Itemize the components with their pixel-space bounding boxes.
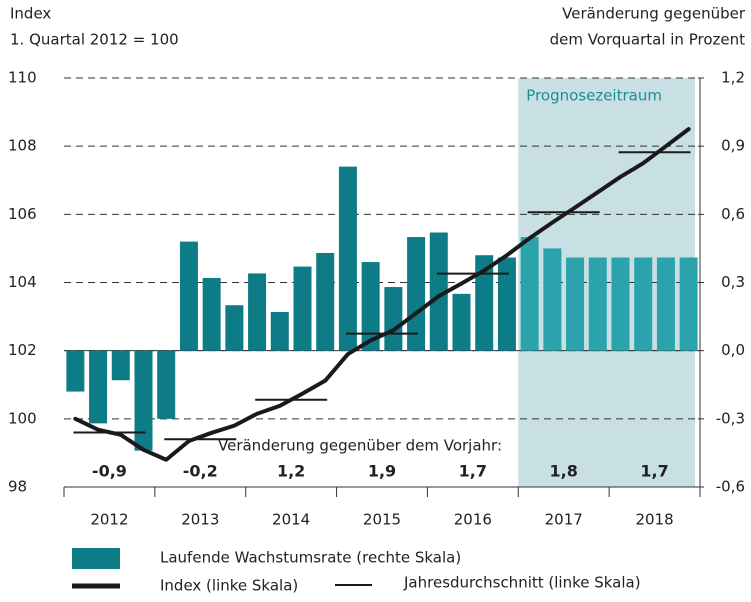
y2-tick-label: 0,3 (721, 273, 745, 291)
bar (384, 287, 403, 351)
bar (316, 252, 335, 351)
y-tick-label: 106 (8, 205, 37, 223)
annual-change-label: -0,9 (92, 462, 127, 481)
bar (611, 257, 630, 351)
bar (634, 257, 653, 351)
x-tick-label: 2018 (635, 511, 673, 529)
annual-change-label: 1,7 (640, 462, 668, 481)
legend-swatch (72, 548, 120, 569)
legend-label: Index (linke Skala) (160, 577, 298, 595)
bar (134, 350, 153, 451)
y2-tick-label: -0,3 (716, 409, 745, 427)
bar (225, 305, 244, 351)
bar (202, 277, 221, 351)
bar (429, 232, 448, 351)
x-tick-label: 2015 (363, 511, 401, 529)
annotation: Veränderung gegenüber dem Vorjahr: (218, 437, 502, 455)
y2-tick-label: 1,2 (721, 69, 745, 87)
y-tick-label: 110 (8, 69, 37, 87)
bar (66, 350, 85, 392)
y2-tick-label: 0,6 (721, 205, 745, 223)
y-tick-label: 102 (8, 341, 37, 359)
bar (270, 312, 289, 351)
bar (179, 241, 198, 351)
y-tick-label: 100 (8, 409, 37, 427)
bar (679, 257, 698, 351)
x-tick-label: 2012 (90, 511, 128, 529)
y-tick-label: 108 (8, 137, 37, 155)
bar (293, 266, 312, 351)
bar (407, 237, 426, 351)
x-tick-label: 2016 (454, 511, 492, 529)
y2-title: dem Vorquartal in Prozent (550, 31, 746, 49)
bar (656, 257, 675, 351)
x-tick-label: 2013 (181, 511, 219, 529)
bar (338, 166, 357, 351)
bar (497, 257, 516, 351)
annual-change-label: -0,2 (183, 462, 218, 481)
y-tick-label: 98 (8, 478, 27, 496)
bar (89, 350, 108, 424)
annual-change-label: 1,7 (459, 462, 487, 481)
legend-label: Laufende Wachstumsrate (rechte Skala) (160, 549, 461, 567)
y2-title: Veränderung gegenüber (562, 5, 746, 23)
bar (566, 257, 585, 351)
bar (475, 255, 494, 351)
bar (157, 350, 176, 419)
bar (588, 257, 607, 351)
bar (361, 262, 380, 351)
y2-tick-label: -0,6 (716, 478, 745, 496)
y-tick-label: 104 (8, 273, 37, 291)
x-tick-label: 2017 (545, 511, 583, 529)
bar (248, 273, 267, 351)
bar (543, 248, 562, 351)
x-tick-label: 2014 (272, 511, 310, 529)
y2-tick-label: 0,0 (721, 341, 745, 359)
bar (520, 237, 539, 351)
forecast-label: Prognosezeitraum (526, 87, 662, 105)
annual-change-label: 1,9 (368, 462, 396, 481)
bar (452, 293, 471, 351)
y2-tick-label: 0,9 (721, 137, 745, 155)
index-line (73, 127, 691, 462)
annual-change-label: 1,2 (277, 462, 305, 481)
y-title: Index (10, 5, 51, 23)
legend-label: Jahresdurchschnitt (linke Skala) (403, 574, 641, 592)
bar (111, 350, 130, 381)
annual-change-label: 1,8 (550, 462, 578, 481)
y-title: 1. Quartal 2012 = 100 (10, 31, 179, 49)
